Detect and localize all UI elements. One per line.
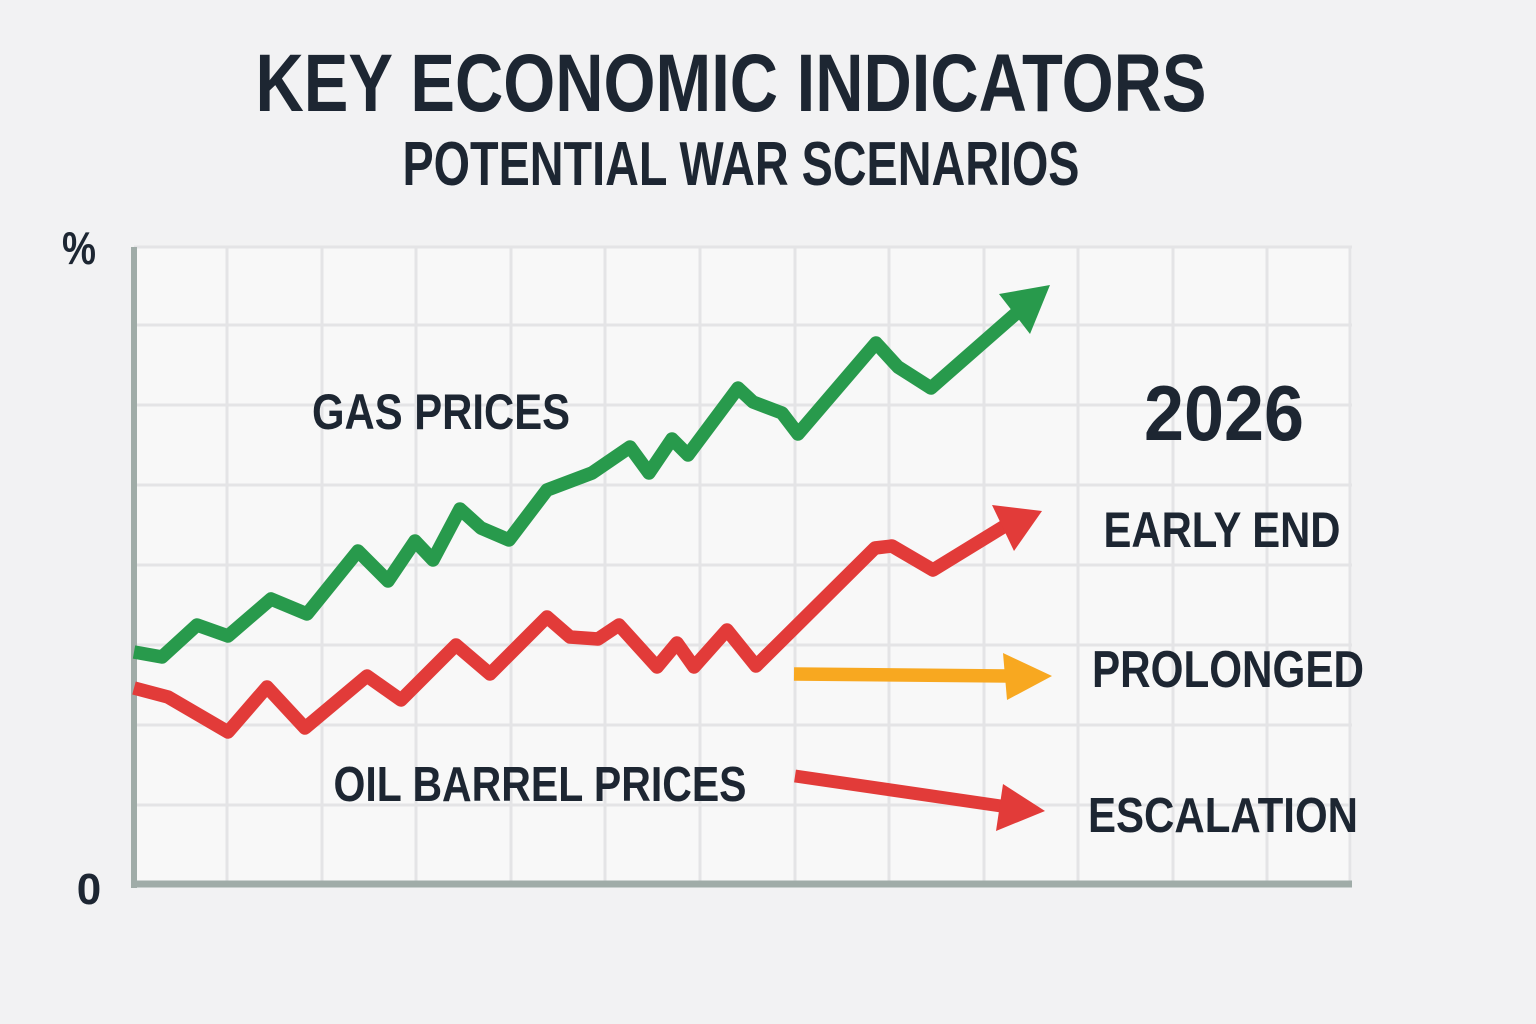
svg-text:KEY ECONOMIC INDICATORS: KEY ECONOMIC INDICATORS <box>256 38 1207 129</box>
svg-text:%: % <box>62 222 96 274</box>
svg-text:0: 0 <box>77 865 101 914</box>
svg-text:PROLONGED: PROLONGED <box>1092 641 1364 699</box>
svg-text:2026: 2026 <box>1144 369 1304 457</box>
svg-text:ESCALATION: ESCALATION <box>1088 789 1358 843</box>
svg-text:GAS PRICES: GAS PRICES <box>312 384 570 440</box>
svg-text:OIL BARREL PRICES: OIL BARREL PRICES <box>334 758 747 812</box>
svg-text:EARLY END: EARLY END <box>1104 502 1341 558</box>
svg-text:POTENTIAL WAR SCENARIOS: POTENTIAL WAR SCENARIOS <box>403 130 1080 199</box>
